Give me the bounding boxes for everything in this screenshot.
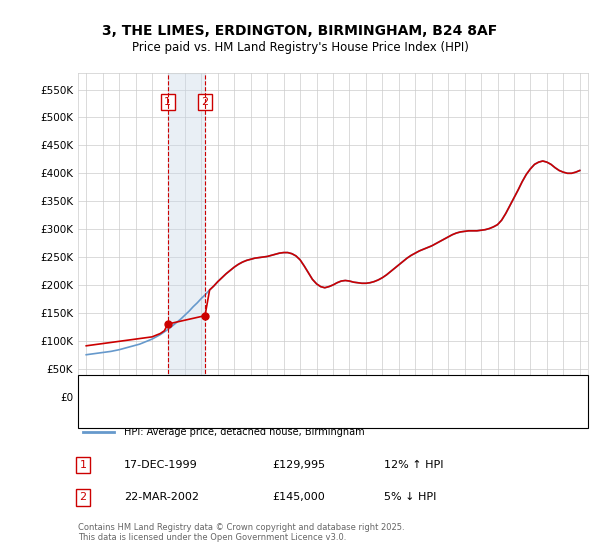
Text: 3, THE LIMES, ERDINGTON, BIRMINGHAM, B24 8AF: 3, THE LIMES, ERDINGTON, BIRMINGHAM, B24… (103, 24, 497, 38)
Text: 1: 1 (164, 97, 172, 107)
Text: 17-DEC-1999: 17-DEC-1999 (124, 460, 197, 470)
Text: £129,995: £129,995 (272, 460, 325, 470)
Text: 5% ↓ HPI: 5% ↓ HPI (384, 492, 436, 502)
Text: 3, THE LIMES, ERDINGTON, BIRMINGHAM, B24 8AF (detached house): 3, THE LIMES, ERDINGTON, BIRMINGHAM, B24… (124, 405, 461, 415)
Bar (168, 73, 205, 396)
Text: 2: 2 (80, 492, 86, 502)
Text: Contains HM Land Registry data © Crown copyright and database right 2025.
This d: Contains HM Land Registry data © Crown c… (78, 523, 404, 542)
Text: HPI: Average price, detached house, Birmingham: HPI: Average price, detached house, Birm… (124, 427, 365, 437)
Text: 22-MAR-2002: 22-MAR-2002 (124, 492, 199, 502)
Text: £145,000: £145,000 (272, 492, 325, 502)
Text: 12% ↑ HPI: 12% ↑ HPI (384, 460, 443, 470)
Text: Price paid vs. HM Land Registry's House Price Index (HPI): Price paid vs. HM Land Registry's House … (131, 41, 469, 54)
Text: 1: 1 (80, 460, 86, 470)
Text: 2: 2 (202, 97, 209, 107)
